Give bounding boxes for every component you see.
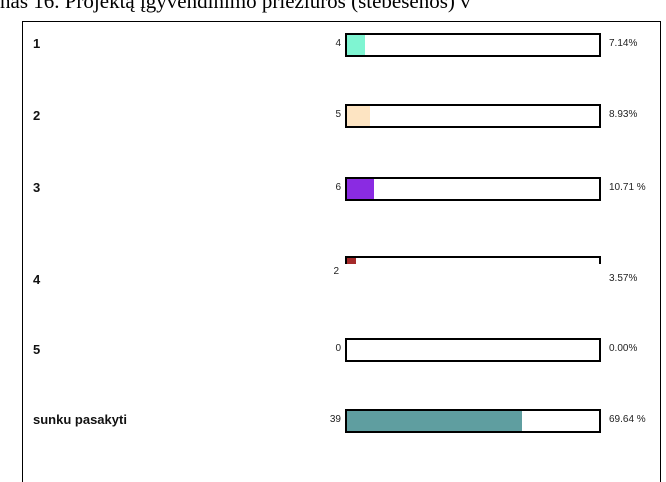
chart-frame <box>22 21 661 482</box>
document-title: nas 16. Projektą įgyvendinimo priežiūros… <box>0 0 471 13</box>
bar-track <box>345 338 601 362</box>
bar <box>347 258 356 264</box>
percent-label: 8.93% <box>609 109 638 120</box>
bar <box>347 411 523 431</box>
count-label: 0 <box>335 343 341 354</box>
category-label: 4 <box>33 272 41 287</box>
bar-track <box>345 104 601 128</box>
bar-track <box>345 256 601 264</box>
percent-label: 3.57% <box>609 273 638 284</box>
count-label: 5 <box>335 109 341 120</box>
category-label: 5 <box>33 342 41 357</box>
bar <box>347 106 370 126</box>
percent-label: 10.71 % <box>609 182 646 193</box>
category-label: 1 <box>33 36 41 51</box>
bar <box>347 179 374 199</box>
count-label: 39 <box>329 414 341 425</box>
percent-label: 0.00% <box>609 343 638 354</box>
percent-label: 69.64 % <box>609 414 646 425</box>
category-label: 2 <box>33 108 41 123</box>
bar-track <box>345 177 601 201</box>
bar <box>347 35 365 55</box>
count-label: 2 <box>333 266 339 277</box>
category-label: 3 <box>33 180 41 195</box>
bar-track <box>345 409 601 433</box>
count-label: 4 <box>335 38 341 49</box>
percent-label: 7.14% <box>609 38 638 49</box>
bar-track <box>345 33 601 57</box>
category-label: sunku pasakyti <box>33 412 127 427</box>
count-label: 6 <box>335 182 341 193</box>
